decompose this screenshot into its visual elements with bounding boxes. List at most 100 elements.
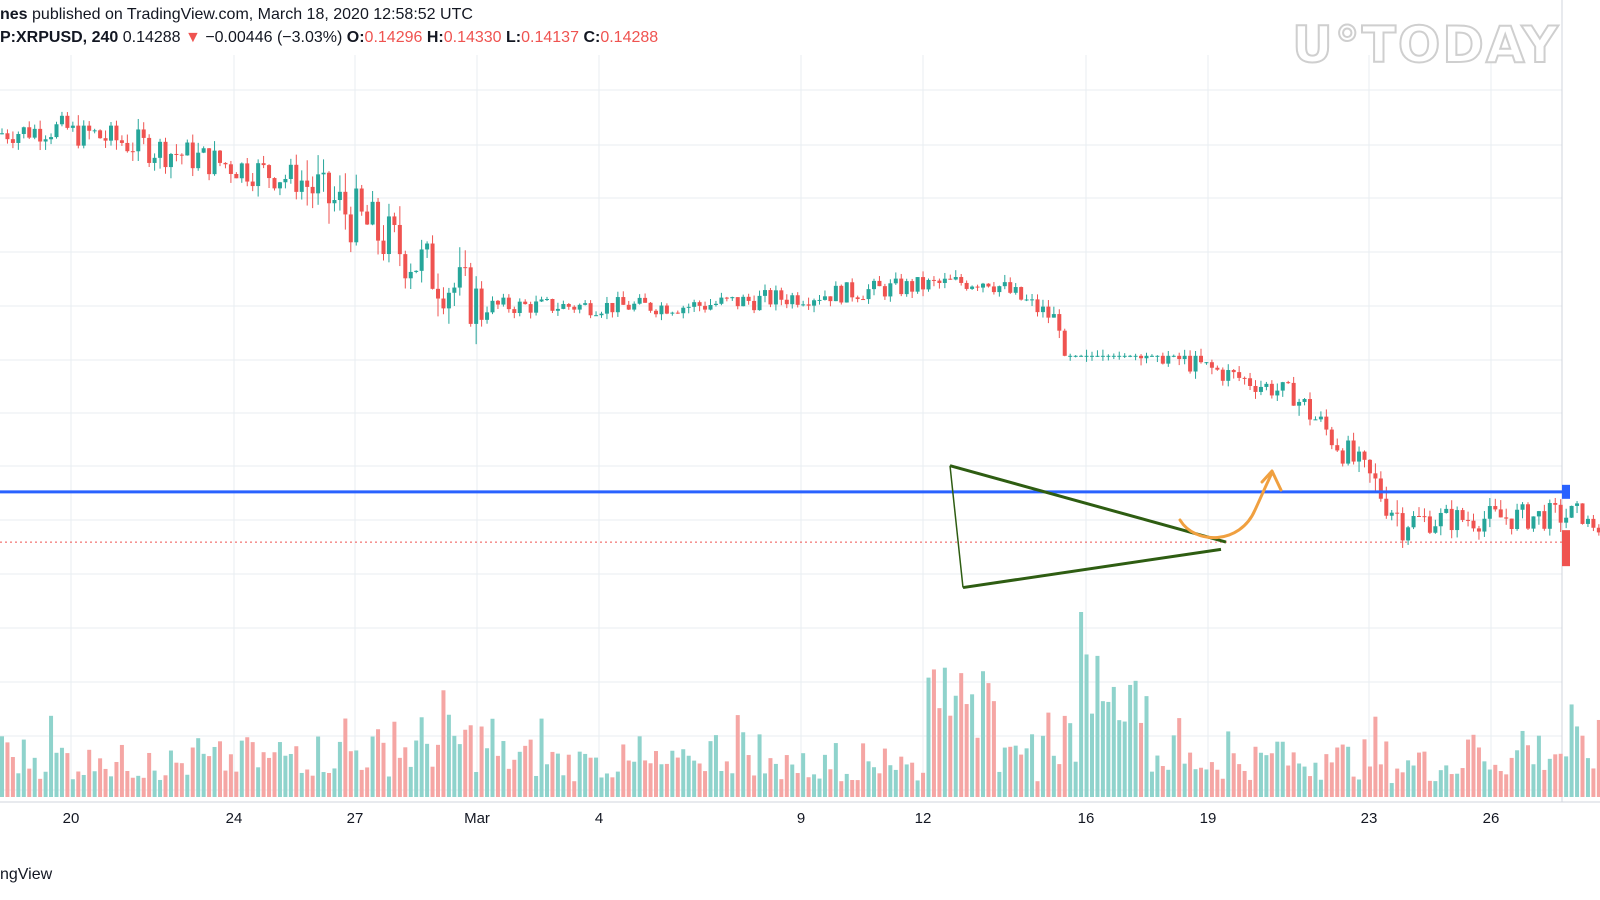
volume-bar bbox=[299, 772, 304, 797]
volume-bar bbox=[392, 721, 397, 797]
volume-bar bbox=[1444, 765, 1449, 797]
volume-bar bbox=[245, 737, 250, 797]
candle-body bbox=[773, 290, 778, 305]
volume-bar bbox=[719, 771, 724, 797]
volume-bar bbox=[539, 718, 544, 797]
volume-bar bbox=[1182, 763, 1187, 797]
candle-body bbox=[1411, 515, 1416, 528]
volume-bar bbox=[16, 773, 21, 797]
volume-bar bbox=[588, 757, 593, 797]
candle-body bbox=[468, 267, 473, 324]
open-value: 0.14296 bbox=[364, 29, 423, 46]
volume-bar bbox=[201, 753, 206, 797]
candle-body bbox=[218, 150, 222, 163]
volume-bar bbox=[1019, 754, 1024, 797]
candle-body bbox=[872, 280, 876, 290]
current-price-marker bbox=[1562, 530, 1570, 567]
candle-body bbox=[790, 295, 795, 305]
volume-bar bbox=[1002, 747, 1007, 797]
candle-body bbox=[719, 297, 724, 304]
volume-bar bbox=[790, 764, 795, 797]
volume-bar bbox=[1046, 712, 1051, 797]
candle-body bbox=[741, 296, 746, 307]
candle-body bbox=[1400, 513, 1405, 541]
candle-body bbox=[1455, 510, 1460, 531]
candle-body bbox=[937, 280, 942, 283]
candle-body bbox=[1569, 505, 1574, 518]
volume-bar bbox=[436, 744, 440, 797]
triangle-lower-trendline bbox=[962, 547, 1222, 590]
volume-bar bbox=[561, 775, 566, 797]
candle-body bbox=[795, 295, 800, 305]
volume-bar bbox=[795, 773, 800, 797]
candle-body bbox=[501, 297, 506, 305]
volume-bar bbox=[703, 771, 708, 797]
forecast-arrow-head-icon bbox=[1260, 469, 1283, 492]
open-label: O: bbox=[346, 29, 365, 46]
volume-bar bbox=[408, 766, 413, 797]
candle-body bbox=[594, 315, 599, 317]
volume-bar bbox=[1591, 768, 1596, 797]
candle-body bbox=[1095, 355, 1100, 357]
candle-body bbox=[1351, 440, 1356, 462]
level-price-marker bbox=[1562, 484, 1570, 499]
volume-bar bbox=[697, 763, 702, 797]
candle-body bbox=[1008, 282, 1013, 293]
candle-body bbox=[991, 286, 996, 293]
candle-body bbox=[1264, 383, 1269, 387]
candle-body bbox=[877, 280, 882, 287]
volume-bar bbox=[1466, 739, 1471, 797]
x-tick-label: 26 bbox=[1483, 810, 1500, 827]
candle-body bbox=[201, 148, 206, 153]
volume-bar bbox=[348, 751, 353, 797]
symbol-interval: P:XRPUSD, 240 bbox=[0, 29, 119, 46]
candle-body bbox=[763, 290, 767, 296]
candle-body bbox=[855, 297, 860, 300]
volume-bar bbox=[501, 741, 506, 797]
candle-body bbox=[948, 278, 953, 280]
volume-bar bbox=[1226, 731, 1231, 797]
candle-body bbox=[964, 282, 969, 289]
volume-bar bbox=[817, 778, 822, 797]
volume-bar bbox=[370, 736, 375, 797]
volume-bar bbox=[425, 743, 430, 797]
candle-body bbox=[861, 299, 866, 301]
candle-body bbox=[277, 182, 282, 189]
volume-bar bbox=[850, 779, 855, 797]
candle-body bbox=[348, 214, 353, 243]
candle-body bbox=[327, 172, 331, 204]
candle-body bbox=[485, 312, 490, 320]
volume-bar bbox=[1580, 735, 1585, 797]
volume-bar bbox=[1171, 735, 1176, 797]
x-tick-label: 23 bbox=[1361, 810, 1378, 827]
volume-bar bbox=[921, 772, 926, 797]
low-label: L: bbox=[506, 29, 522, 46]
volume-bar bbox=[207, 756, 212, 797]
candle-body bbox=[828, 296, 833, 302]
candle-body bbox=[1155, 355, 1160, 357]
volume-bar bbox=[1367, 766, 1372, 797]
candle-body bbox=[1090, 355, 1094, 357]
candle-body bbox=[261, 163, 266, 166]
candle-body bbox=[959, 277, 964, 283]
candle-body bbox=[452, 287, 457, 293]
candle-body bbox=[397, 224, 402, 255]
volume-bar bbox=[1400, 772, 1405, 797]
candle-body bbox=[844, 282, 849, 303]
volume-bar bbox=[1095, 655, 1100, 797]
volume-bar bbox=[1553, 754, 1558, 797]
utoday-logo: U°TODAY bbox=[1291, 15, 1560, 75]
candle-body bbox=[1144, 355, 1149, 359]
candle-body bbox=[1166, 355, 1171, 364]
volume-bar bbox=[899, 756, 904, 797]
candle-body bbox=[1340, 450, 1345, 464]
candle-body bbox=[1035, 299, 1040, 313]
candle-body bbox=[610, 302, 615, 313]
volume-bar bbox=[730, 773, 735, 797]
candle-body bbox=[566, 304, 571, 307]
candle-body bbox=[1585, 518, 1590, 524]
candle-body bbox=[915, 277, 920, 292]
candle-body bbox=[239, 163, 244, 179]
volume-bar bbox=[1188, 752, 1193, 797]
